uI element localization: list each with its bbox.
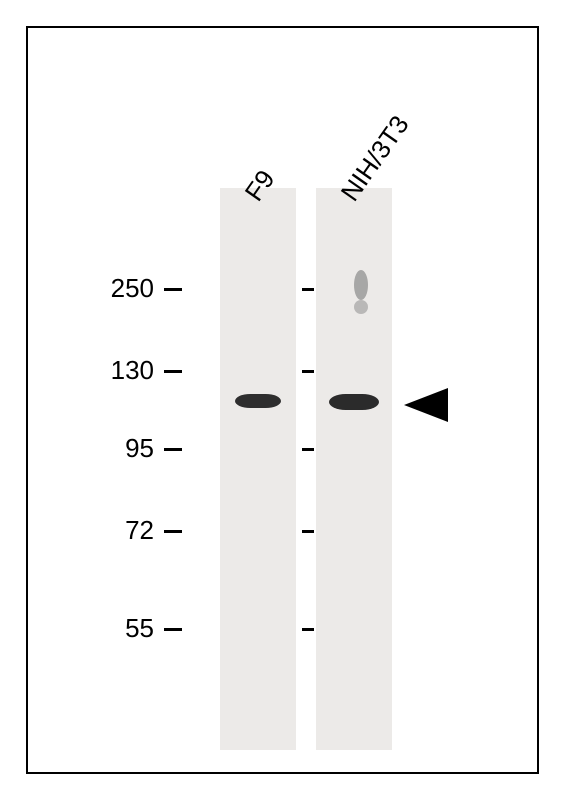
mw-midtick-250 [302, 288, 314, 291]
mw-tick-72 [164, 530, 182, 533]
mw-midtick-130 [302, 370, 314, 373]
mw-tick-130 [164, 370, 182, 373]
band-f9 [235, 394, 281, 408]
mw-midtick-72 [302, 530, 314, 533]
smear-nih3t3-b [354, 300, 368, 314]
mw-tick-250 [164, 288, 182, 291]
mw-midtick-95 [302, 448, 314, 451]
mw-tick-95 [164, 448, 182, 451]
band-nih3t3 [329, 394, 379, 410]
mw-tick-55 [164, 628, 182, 631]
mw-midtick-55 [302, 628, 314, 631]
mw-label-130: 130 [111, 355, 154, 386]
smear-nih3t3-a [354, 270, 368, 300]
mw-label-95: 95 [125, 433, 154, 464]
mw-label-250: 250 [111, 273, 154, 304]
mw-label-72: 72 [125, 515, 154, 546]
target-arrow-icon [404, 388, 450, 422]
lane-nih3t3 [316, 188, 392, 750]
lane-f9 [220, 188, 296, 750]
mw-label-55: 55 [125, 613, 154, 644]
